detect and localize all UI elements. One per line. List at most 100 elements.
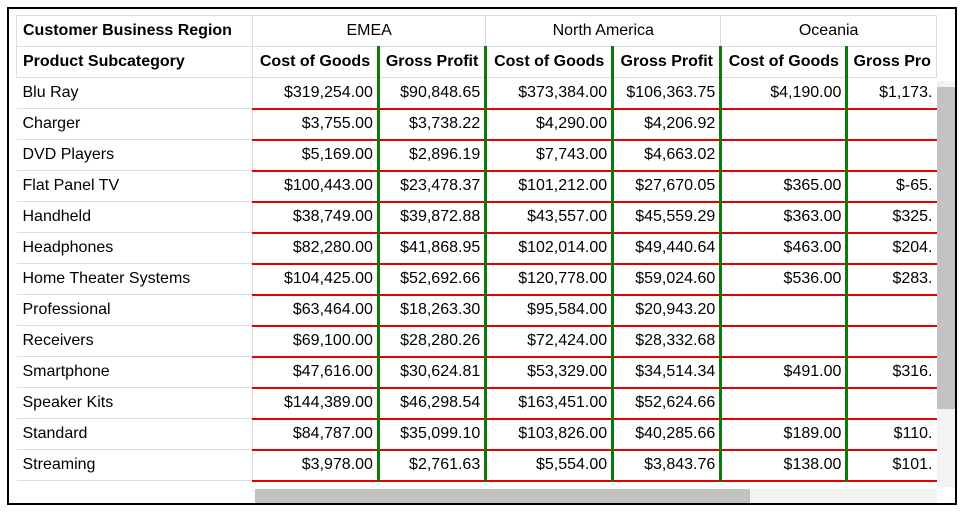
measure-header[interactable]: Cost of Goods [252,46,379,78]
value-cell[interactable]: $72,424.00 [484,325,613,358]
value-cell[interactable]: $38,749.00 [252,201,379,234]
value-cell[interactable]: $39,872.88 [376,201,486,234]
value-cell[interactable]: $28,280.26 [376,325,486,358]
value-cell[interactable]: $-65. [845,170,937,203]
value-cell[interactable]: $52,624.66 [611,387,721,420]
value-cell[interactable]: $52,692.66 [376,263,486,296]
value-cell[interactable]: $463.00 [719,232,847,265]
row-header[interactable]: DVD Players [16,139,254,171]
value-cell[interactable]: $104,425.00 [252,263,379,296]
value-cell[interactable]: $2,896.19 [376,139,486,172]
value-cell[interactable]: $23,478.37 [376,170,486,203]
region-header[interactable]: North America [485,15,722,47]
value-cell[interactable]: $325. [845,201,937,234]
value-cell[interactable]: $47,616.00 [252,356,379,389]
value-cell[interactable]: $189.00 [719,418,847,451]
row-header[interactable]: Handheld [16,201,254,233]
value-cell[interactable]: $49,440.64 [611,232,721,265]
value-cell[interactable]: $69,100.00 [252,325,379,358]
value-cell[interactable] [845,139,937,172]
value-cell[interactable]: $43,557.00 [484,201,613,234]
value-cell[interactable]: $3,738.22 [376,108,486,141]
value-cell[interactable]: $28,332.68 [611,325,721,358]
measure-header[interactable]: Gross Pro [845,46,937,78]
value-cell[interactable]: $4,190.00 [719,77,847,110]
value-cell[interactable]: $84,787.00 [252,418,379,451]
value-cell[interactable] [845,325,937,358]
row-header[interactable]: Standard [16,418,254,450]
value-cell[interactable]: $30,624.81 [376,356,486,389]
value-cell[interactable] [845,294,937,327]
value-cell[interactable]: $3,843.76 [611,449,721,482]
value-cell[interactable]: $95,584.00 [484,294,613,327]
row-header[interactable]: Headphones [16,232,254,264]
value-cell[interactable]: $363.00 [719,201,847,234]
value-cell[interactable]: $110. [845,418,937,451]
value-cell[interactable]: $1,173. [845,77,937,110]
value-cell[interactable]: $63,464.00 [252,294,379,327]
row-header[interactable]: Flat Panel TV [16,170,254,202]
value-cell[interactable]: $2,761.63 [376,449,486,482]
measure-header[interactable]: Cost of Goods [484,46,614,78]
value-cell[interactable]: $120,778.00 [484,263,613,296]
row-header[interactable]: Home Theater Systems [16,263,254,295]
horizontal-scrollbar-thumb[interactable] [255,489,750,503]
region-header[interactable]: EMEA [252,15,487,47]
value-cell[interactable]: $20,943.20 [611,294,721,327]
value-cell[interactable]: $491.00 [719,356,847,389]
value-cell[interactable]: $45,559.29 [611,201,721,234]
value-cell[interactable]: $163,451.00 [484,387,613,420]
value-cell[interactable]: $59,024.60 [611,263,721,296]
value-cell[interactable]: $3,978.00 [252,449,379,482]
value-cell[interactable] [845,387,937,420]
vertical-scrollbar-thumb[interactable] [937,87,955,409]
value-cell[interactable]: $4,290.00 [484,108,613,141]
value-cell[interactable]: $144,389.00 [252,387,379,420]
value-cell[interactable]: $319,254.00 [252,77,379,110]
value-cell[interactable]: $101,212.00 [484,170,613,203]
value-cell[interactable]: $18,263.30 [376,294,486,327]
row-header[interactable]: Streaming [16,449,254,481]
value-cell[interactable]: $102,014.00 [484,232,613,265]
value-cell[interactable] [719,294,847,327]
value-cell[interactable]: $365.00 [719,170,847,203]
row-header[interactable]: Receivers [16,325,254,357]
region-header[interactable]: Oceania [720,15,937,47]
value-cell[interactable]: $138.00 [719,449,847,482]
value-cell[interactable]: $82,280.00 [252,232,379,265]
value-cell[interactable]: $536.00 [719,263,847,296]
row-header[interactable]: Charger [16,108,254,140]
value-cell[interactable] [719,108,847,141]
value-cell[interactable]: $41,868.95 [376,232,486,265]
measure-header[interactable]: Cost of Goods [719,46,848,78]
value-cell[interactable] [845,108,937,141]
value-cell[interactable]: $7,743.00 [484,139,613,172]
row-header[interactable]: Professional [16,294,254,326]
value-cell[interactable] [719,139,847,172]
value-cell[interactable]: $53,329.00 [484,356,613,389]
value-cell[interactable]: $40,285.66 [611,418,721,451]
value-cell[interactable]: $35,099.10 [376,418,486,451]
value-cell[interactable]: $5,169.00 [252,139,379,172]
value-cell[interactable] [719,387,847,420]
value-cell[interactable]: $27,670.05 [611,170,721,203]
value-cell[interactable]: $204. [845,232,937,265]
measure-header[interactable]: Gross Profit [611,46,722,78]
value-cell[interactable]: $373,384.00 [484,77,613,110]
measure-header[interactable]: Gross Profit [376,46,487,78]
value-cell[interactable]: $90,848.65 [376,77,486,110]
value-cell[interactable] [719,325,847,358]
row-header[interactable]: Smartphone [16,356,254,388]
value-cell[interactable]: $106,363.75 [611,77,721,110]
value-cell[interactable]: $283. [845,263,937,296]
value-cell[interactable]: $100,443.00 [252,170,379,203]
value-cell[interactable]: $5,554.00 [484,449,613,482]
value-cell[interactable]: $103,826.00 [484,418,613,451]
value-cell[interactable]: $46,298.54 [376,387,486,420]
row-header[interactable]: Blu Ray [16,77,254,109]
value-cell[interactable]: $4,663.02 [611,139,721,172]
value-cell[interactable]: $34,514.34 [611,356,721,389]
value-cell[interactable]: $316. [845,356,937,389]
value-cell[interactable]: $3,755.00 [252,108,379,141]
row-header[interactable]: Speaker Kits [16,387,254,419]
